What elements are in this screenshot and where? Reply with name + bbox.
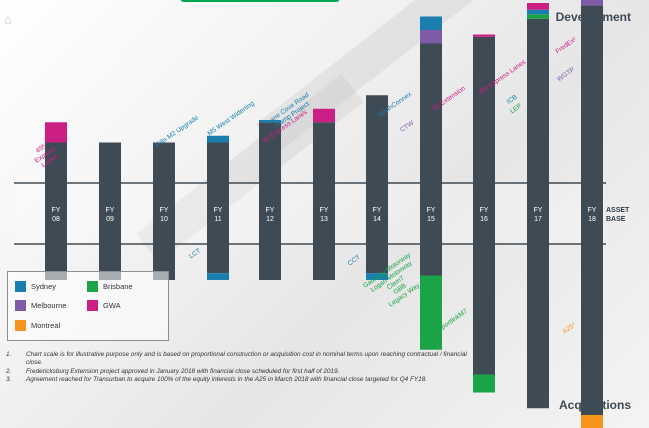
project-label: FredEx² [555, 36, 579, 56]
asset-base-bar [420, 43, 442, 276]
year-label: 12 [266, 216, 274, 223]
asset-base-bar [259, 122, 281, 280]
development-segment [527, 14, 549, 19]
year-label: FY [373, 207, 382, 214]
year-label: FY [320, 207, 329, 214]
asset-base-label: ASSET [606, 207, 630, 214]
legend: Sydney Brisbane Melbourne GWA Montreal [7, 271, 169, 341]
legend-label: Melbourne [31, 301, 67, 310]
year-label: FY [214, 207, 223, 214]
project-label: CTW [399, 119, 416, 134]
year-label: FY [480, 207, 489, 214]
legend-swatch-gwa [87, 300, 98, 311]
legend-label: GWA [103, 301, 121, 310]
footnote: 2. Fredericksburg Extension project appro… [6, 368, 476, 376]
development-segment [527, 9, 549, 15]
footnote-text: Fredericksburg Extension project approve… [26, 367, 340, 375]
legend-swatch-brisbane [87, 281, 98, 292]
year-label: FY [106, 207, 115, 214]
acquisition-segment [420, 275, 442, 350]
asset-base-label: BASE [606, 216, 626, 223]
asset-base-bar [207, 142, 229, 274]
legend-item-gwa: GWA [87, 300, 121, 311]
project-label-line: M5 West Widening [207, 100, 257, 138]
year-label: FY [534, 207, 543, 214]
legend-item-montreal: Montreal [15, 320, 60, 331]
footnote-number: 1. [6, 351, 12, 358]
legend-label: Montreal [31, 321, 61, 330]
project-label: CCT [347, 254, 362, 268]
project-label-line: CTW [399, 119, 416, 134]
project-label: Hills M2 Upgrade [154, 114, 200, 149]
project-label-line: LCT [188, 247, 202, 260]
asset-base-bar [313, 122, 335, 280]
asset-base-bar [473, 36, 495, 375]
year-label: 13 [320, 216, 328, 223]
footnote-text: Chart scale is for illustrative purpose … [26, 351, 467, 367]
year-label: 15 [427, 216, 435, 223]
year-label: 10 [160, 216, 168, 223]
project-label-line: WGTP [556, 66, 577, 83]
project-label-line: A25³ [561, 321, 577, 335]
year-label: 17 [534, 216, 542, 223]
footnote: 3. Agreement reached for Transurban to ac… [6, 376, 476, 384]
acquisition-segment [366, 273, 388, 280]
year-label: FY [266, 207, 275, 214]
project-label: 495ExpressLanes [29, 139, 62, 171]
legend-label: Brisbane [103, 282, 133, 291]
year-label: 08 [52, 216, 60, 223]
development-segment [420, 16, 442, 30]
asset-base-bar [45, 142, 67, 280]
asset-base-bar [581, 5, 603, 415]
acquisition-segment [473, 374, 495, 393]
year-label: 16 [480, 216, 488, 223]
development-segment [207, 135, 229, 143]
legend-swatch-sydney [15, 281, 26, 292]
year-label: 11 [214, 216, 221, 223]
footnotes: 1. Chart scale is for illustrative purpos… [6, 351, 476, 384]
development-segment [473, 34, 495, 37]
year-label: 18 [588, 216, 596, 223]
year-label: FY [588, 207, 597, 214]
project-label-line: Hills M2 Upgrade [154, 114, 200, 149]
development-segment [527, 3, 549, 10]
project-label-line: FredEx² [555, 36, 579, 56]
acquisition-segment [207, 273, 229, 280]
acquisition-segment [581, 415, 603, 428]
development-segment [313, 108, 335, 123]
footnote-number: 3. [6, 375, 12, 383]
legend-item-sydney: Sydney [15, 281, 56, 292]
year-label: 14 [373, 216, 381, 223]
legend-swatch-montreal [15, 320, 26, 331]
year-label: 09 [106, 216, 114, 223]
asset-base-bar [153, 142, 175, 280]
asset-base-bar [366, 95, 388, 274]
year-label: FY [52, 207, 61, 214]
project-label: M5 West Widening [207, 100, 257, 138]
development-segment [581, 0, 603, 6]
footnote-number: 2. [6, 367, 12, 375]
legend-swatch-melbourne [15, 300, 26, 311]
year-label: FY [427, 207, 436, 214]
project-label: WGTP [556, 66, 577, 83]
project-label: LCT [188, 247, 202, 260]
year-label: FY [160, 207, 169, 214]
development-segment [45, 122, 67, 143]
project-label-line: CCT [347, 254, 362, 268]
project-label: A25³ [561, 321, 577, 335]
legend-item-brisbane: Brisbane [87, 281, 133, 292]
asset-base-bar [527, 18, 549, 409]
development-segment [420, 30, 442, 44]
development-segment [259, 120, 281, 123]
asset-base-bar [99, 142, 121, 280]
footnote: 1. Chart scale is for illustrative purpos… [6, 351, 476, 368]
legend-label: Sydney [31, 282, 57, 291]
footnote-text: Agreement reached for Transurban to acqu… [26, 375, 428, 383]
legend-item-melbourne: Melbourne [15, 300, 66, 311]
